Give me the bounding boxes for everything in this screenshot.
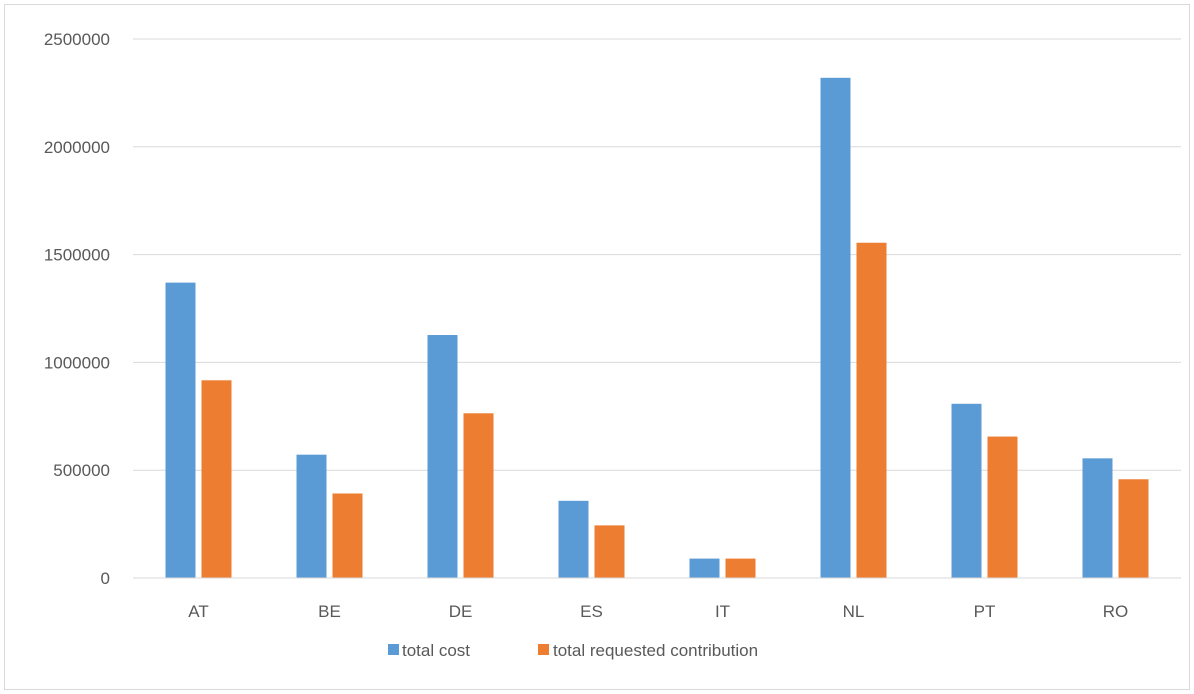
bar-total-cost-be: [296, 454, 327, 578]
y-axis-tick-labels: 0 500000 1000000 1500000 2000000 2500000: [44, 30, 110, 588]
bar-total-requested-contribution-ro: [1118, 479, 1149, 578]
x-tick-label: NL: [843, 602, 865, 621]
bars: [165, 77, 1149, 579]
bar-total-cost-nl: [820, 77, 851, 579]
y-tick-label: 1000000: [44, 353, 110, 372]
bar-total-cost-at: [165, 282, 196, 578]
bar-total-cost-it: [689, 558, 720, 578]
legend-label-total-cost: total cost: [402, 641, 470, 660]
y-tick-label: 2000000: [44, 138, 110, 157]
legend: total cost total requested contribution: [388, 641, 758, 660]
x-tick-label: PT: [974, 602, 996, 621]
x-tick-label: RO: [1103, 602, 1129, 621]
legend-label-total-requested-contribution: total requested contribution: [553, 641, 758, 660]
y-tick-label: 500000: [53, 461, 110, 480]
bar-total-requested-contribution-nl: [856, 242, 887, 578]
bar-total-requested-contribution-pt: [987, 436, 1018, 578]
y-tick-label: 1500000: [44, 246, 110, 265]
x-tick-label: ES: [580, 602, 603, 621]
bar-total-requested-contribution-es: [594, 525, 625, 578]
bar-total-cost-ro: [1082, 458, 1113, 578]
legend-swatch-total-cost: [388, 644, 399, 655]
x-tick-label: AT: [188, 602, 208, 621]
chart-area: 0 500000 1000000 1500000 2000000 2500000…: [4, 4, 1190, 690]
gridlines: [133, 38, 1181, 471]
bar-total-requested-contribution-de: [463, 413, 494, 578]
bar-chart: 0 500000 1000000 1500000 2000000 2500000…: [44, 30, 1181, 660]
bar-total-requested-contribution-it: [725, 558, 756, 578]
x-tick-label: BE: [318, 602, 341, 621]
legend-swatch-total-requested-contribution: [538, 644, 549, 655]
bar-total-cost-pt: [951, 403, 982, 578]
bar-total-requested-contribution-at: [201, 380, 232, 578]
bar-total-cost-de: [427, 335, 458, 578]
x-tick-label: DE: [449, 602, 473, 621]
x-axis-tick-labels: AT BE DE ES IT NL PT RO: [188, 602, 1128, 621]
bar-total-requested-contribution-be: [332, 493, 363, 578]
y-tick-label: 0: [101, 569, 110, 588]
y-tick-label: 2500000: [44, 30, 110, 49]
bar-total-cost-es: [558, 500, 589, 578]
x-tick-label: IT: [715, 602, 730, 621]
